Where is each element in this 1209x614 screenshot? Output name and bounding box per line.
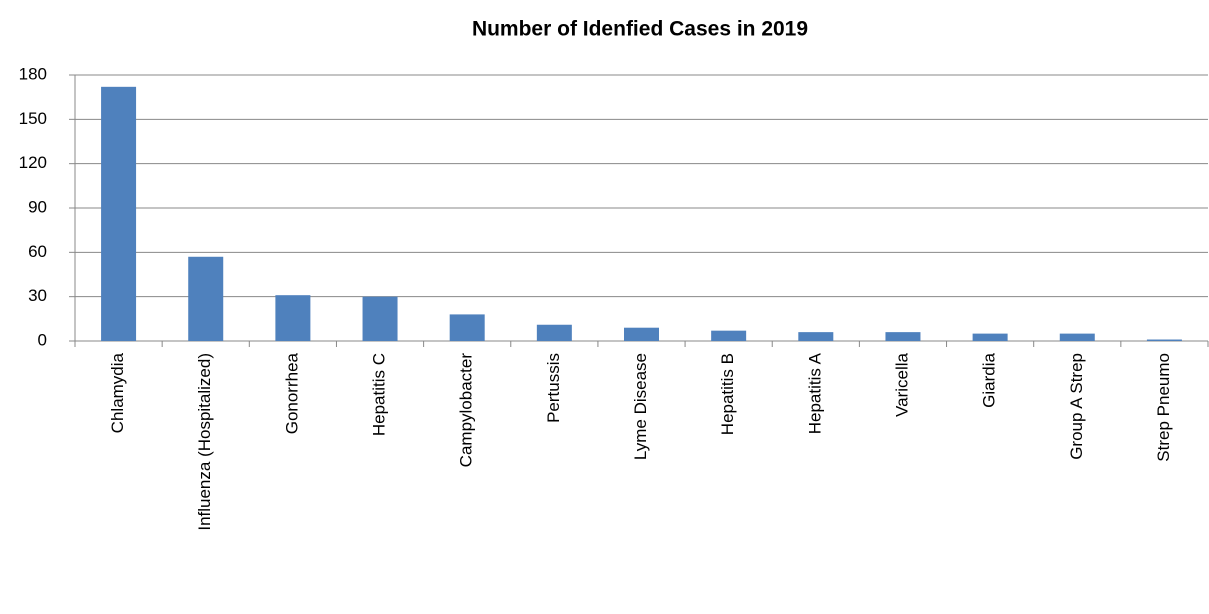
- x-tick-label: Gonorrhea: [282, 352, 301, 434]
- bar: [1146, 339, 1182, 341]
- bar: [449, 314, 485, 341]
- bar: [188, 256, 224, 341]
- x-tick-label: Pertussis: [544, 353, 563, 423]
- x-tick-label: Hepatitis C: [370, 353, 389, 436]
- y-tick-label: 180: [19, 64, 47, 83]
- chart-title: Number of Idenfied Cases in 2019: [472, 18, 808, 41]
- bar: [362, 296, 398, 341]
- x-tick-label: Influenza (Hospitalized): [195, 353, 214, 531]
- bar: [711, 330, 747, 341]
- x-tick-label: Strep Pneumo: [1154, 353, 1173, 462]
- bar: [972, 333, 1008, 341]
- y-tick-label: 0: [38, 330, 47, 349]
- bar: [885, 332, 921, 341]
- x-tick-label: Hepatitis A: [805, 352, 824, 434]
- y-tick-label: 60: [28, 242, 47, 261]
- bar: [1059, 333, 1095, 341]
- y-tick-label: 90: [28, 197, 47, 216]
- x-tick-label: Campylobacter: [457, 353, 476, 468]
- x-tick-label: Chlamydia: [108, 352, 127, 433]
- x-tick-label: Group A Strep: [1067, 353, 1086, 460]
- bar: [101, 86, 137, 341]
- y-tick-label: 150: [19, 109, 47, 128]
- bar: [624, 327, 659, 341]
- x-tick-label: Hepatitis B: [718, 353, 737, 435]
- bar: [798, 332, 834, 341]
- y-tick-label: 120: [19, 153, 47, 172]
- y-tick-label: 30: [28, 286, 47, 305]
- x-tick-label: Lyme Disease: [631, 353, 650, 460]
- x-tick-label: Giardia: [980, 352, 999, 407]
- bar: [536, 324, 572, 341]
- bar: [275, 295, 311, 341]
- x-tick-label: Varicella: [892, 352, 911, 416]
